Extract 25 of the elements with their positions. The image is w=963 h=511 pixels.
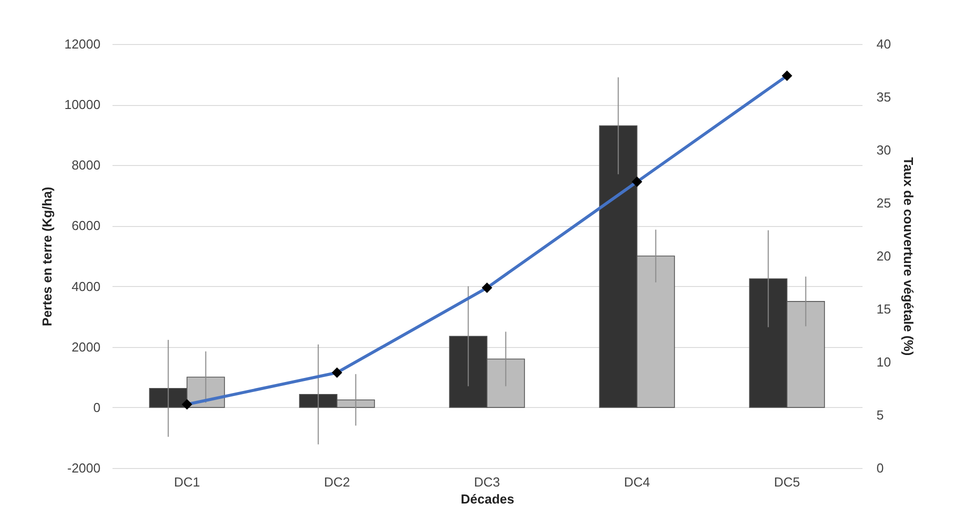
y-tick-label: 4000 (72, 278, 100, 294)
x-tick-label: DC2 (324, 474, 350, 490)
x-tick-label: DC4 (624, 474, 650, 490)
y2-tick-label: 5 (876, 408, 884, 422)
y-tick-label: 10000 (64, 97, 100, 112)
y2-axis-title: Taux de couverture végétale (%) (900, 157, 916, 356)
x-tick-label: DC5 (774, 474, 800, 490)
y2-tick-label: 40 (876, 36, 891, 52)
y2-tick-label: 35 (876, 90, 891, 104)
y-tick-label: 2000 (72, 339, 100, 354)
y2-tick-label: 20 (876, 248, 891, 264)
x-tick-label: DC3 (474, 474, 500, 490)
y-tick-label: 12000 (64, 36, 100, 52)
y2-tick-label: 0 (876, 460, 884, 476)
x-axis-title: Décades (460, 492, 514, 506)
y-tick-label: -2000 (67, 460, 100, 476)
y-axis-title: Pertes en terre (Kg/ha) (39, 186, 54, 326)
x-tick-label: DC1 (174, 474, 200, 490)
y2-tick-label: 10 (876, 354, 891, 370)
y-tick-label: 8000 (72, 158, 100, 173)
y-tick-label: 6000 (72, 218, 100, 234)
y2-tick-label: 15 (876, 302, 891, 316)
y-tick-label: 0 (93, 400, 100, 415)
y2-tick-label: 25 (876, 196, 891, 210)
y2-tick-label: 30 (876, 142, 891, 158)
